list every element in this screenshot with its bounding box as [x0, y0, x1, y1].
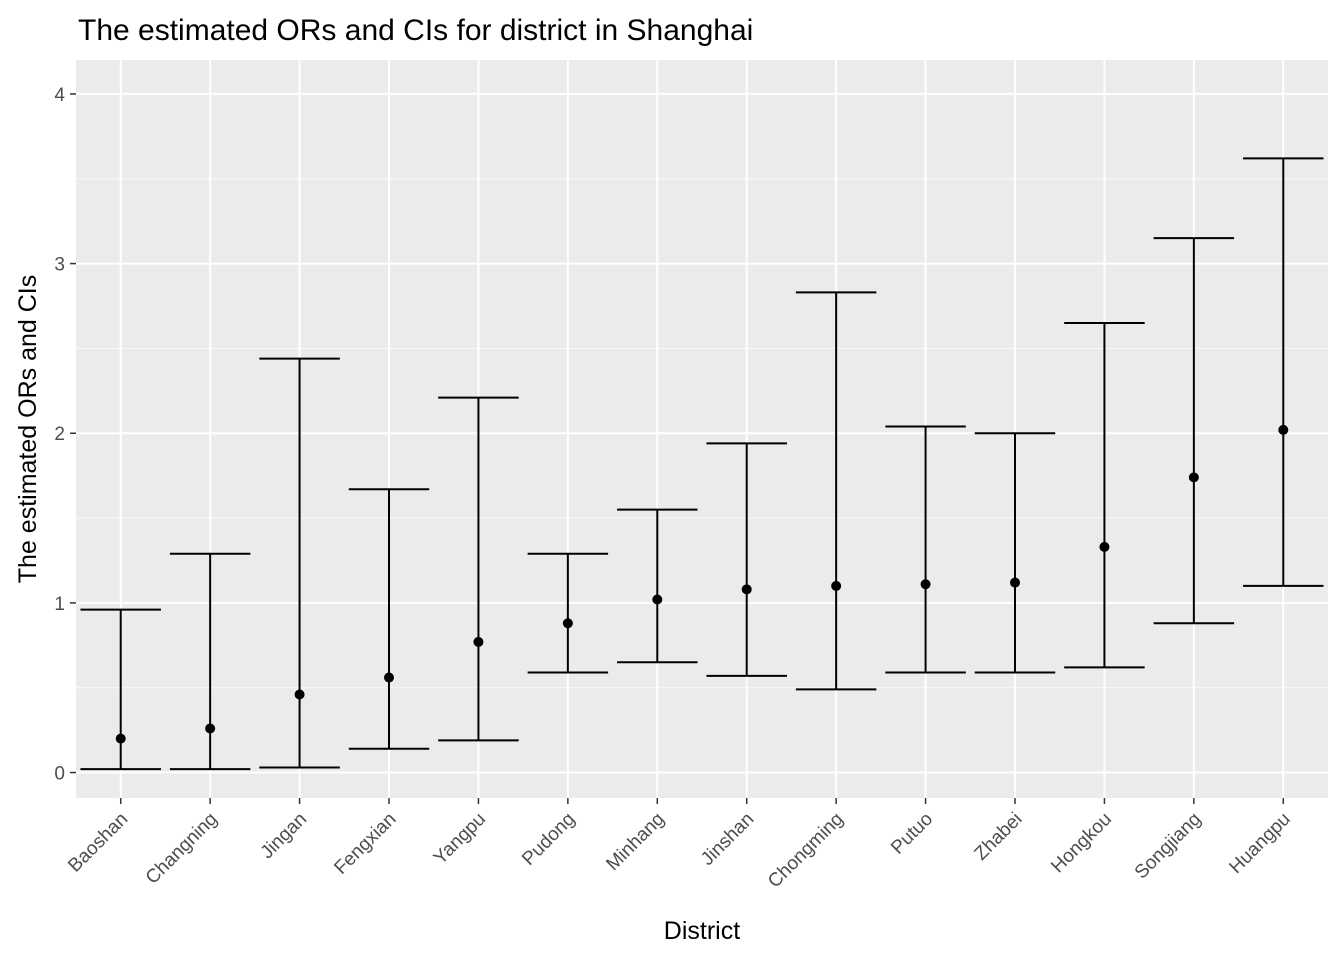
x-tick-label: Jingan: [257, 809, 311, 863]
x-tick-label: Chongming: [764, 809, 848, 893]
x-tick-label: Changning: [142, 809, 222, 889]
estimate-point-fengxian: [384, 672, 394, 683]
estimate-point-pudong: [562, 618, 573, 629]
error-bars: [80, 157, 1324, 771]
x-tick-label: Minhang: [602, 809, 668, 875]
plot-panel: [76, 60, 1328, 798]
y-tick-label: 1: [54, 594, 65, 615]
estimate-point-jinshan: [741, 584, 752, 595]
x-tick-label: Putuo: [887, 809, 937, 859]
estimate-point-putuo: [920, 579, 931, 590]
estimate-point-yangpu: [473, 636, 484, 647]
x-tick-label: Baoshan: [64, 809, 132, 877]
y-axis-title: The estimated ORs and CIs: [14, 275, 42, 583]
estimate-point-baoshan: [115, 733, 126, 744]
errorbar-zhabei: [974, 432, 1056, 674]
errorbar-minhang: [617, 508, 698, 664]
errorbar-songjiang: [1153, 237, 1235, 625]
errorbar-putuo: [885, 425, 966, 674]
errorbar-jinshan: [706, 442, 787, 677]
errorbar-fengxian: [348, 488, 430, 750]
estimate-point-zhabei: [1010, 577, 1020, 588]
y-axis: 0 1 2 3 4: [54, 85, 76, 785]
errorbar-chongming: [795, 291, 877, 691]
estimate-points: [115, 424, 1289, 744]
chart-title: The estimated ORs and CIs for district i…: [78, 14, 753, 47]
estimate-point-jingan: [294, 689, 305, 700]
x-tick-label: Pudong: [518, 809, 579, 870]
y-tick-label: 0: [54, 764, 65, 785]
errorbar-hongkou: [1064, 321, 1145, 669]
y-tick-label: 3: [54, 255, 65, 276]
x-tick-label: Fengxian: [330, 809, 400, 879]
x-tick-label: Yangpu: [430, 809, 490, 869]
y-tick-label: 2: [54, 424, 65, 445]
estimate-point-changning: [205, 723, 216, 734]
estimate-point-chongming: [831, 580, 842, 591]
x-axis: Baoshan Changning Jingan Fengxian Yangpu Pudo…: [64, 798, 1295, 893]
estimate-point-songjiang: [1188, 472, 1199, 483]
errorbar-pudong: [527, 552, 609, 674]
estimate-point-huangpu: [1278, 424, 1289, 435]
estimate-point-hongkou: [1099, 541, 1110, 552]
x-tick-label: Hongkou: [1047, 809, 1116, 878]
y-tick-label: 4: [54, 85, 65, 106]
errorbar-yangpu: [438, 396, 519, 742]
x-tick-label: Zhabei: [971, 809, 1027, 865]
errorbar-huangpu: [1243, 157, 1324, 587]
x-tick-label: Songjiang: [1131, 809, 1206, 884]
x-tick-label: Jinshan: [697, 809, 758, 870]
estimate-point-minhang: [652, 594, 663, 605]
x-tick-label: Huangpu: [1225, 809, 1294, 878]
x-axis-title: District: [664, 917, 740, 945]
